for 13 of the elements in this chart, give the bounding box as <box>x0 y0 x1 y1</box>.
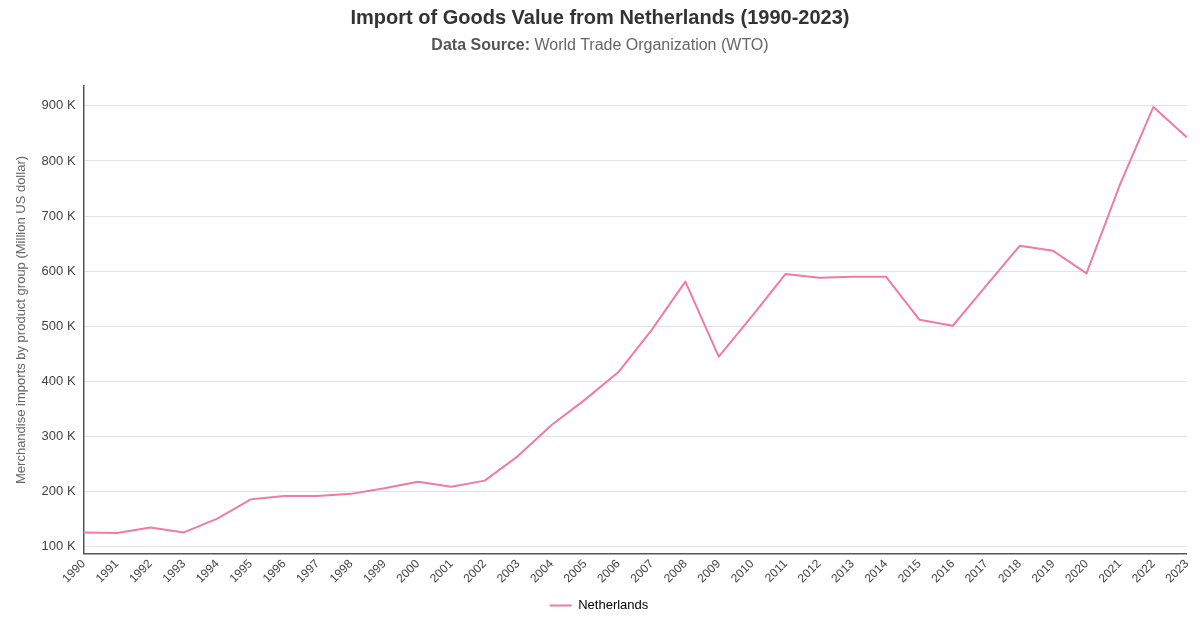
y-tick-label: 300 K <box>41 428 76 444</box>
chart-title: Import of Goods Value from Netherlands (1990-2023) <box>349 6 851 29</box>
y-tick-label: 800 K <box>41 152 76 168</box>
y-tick-label: 100 K <box>41 538 76 554</box>
y-axis-title: Merchandise imports by product group (Million US dollar) <box>13 155 29 484</box>
y-tick-label: 900 K <box>41 97 76 113</box>
y-tick-label: 200 K <box>41 483 76 499</box>
y-tick-label: 700 K <box>41 207 76 223</box>
legend-label: Netherlands <box>578 597 649 613</box>
chart-subtitle: Data Source: World Trade Organization (WTO) <box>431 36 769 53</box>
y-tick-label: 500 K <box>41 317 76 333</box>
y-tick-label: 400 K <box>41 373 76 388</box>
y-tick-label: 600 K <box>41 262 76 278</box>
